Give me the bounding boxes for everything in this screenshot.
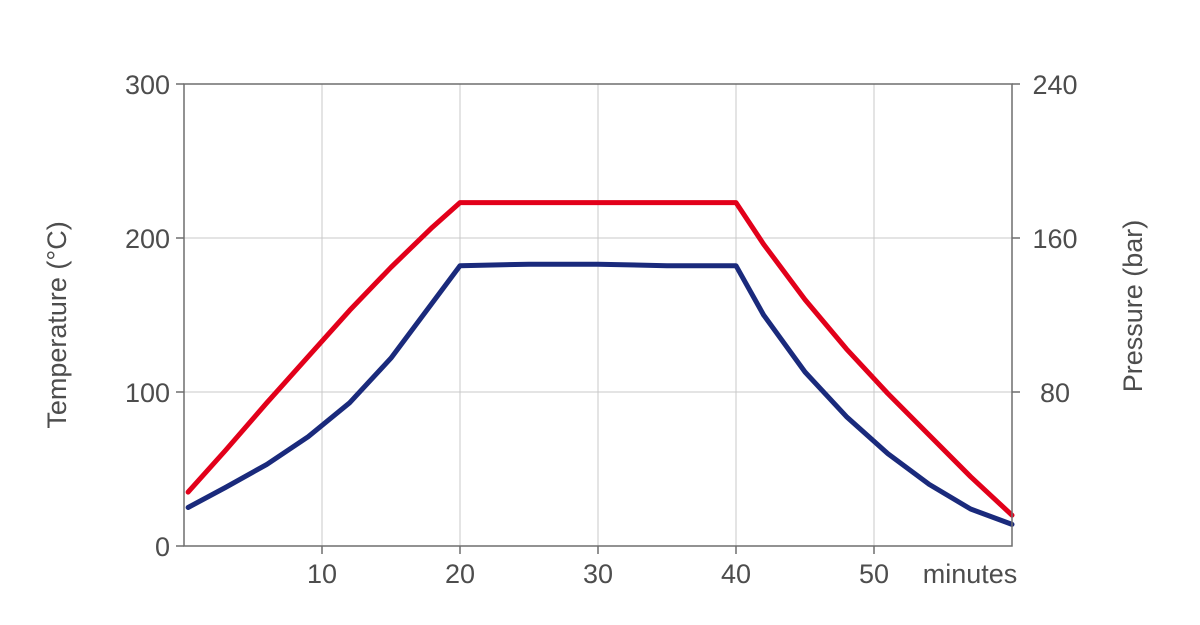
series-line-1 xyxy=(185,261,1015,527)
x-axis-ticks: 10 20 30 40 50 xyxy=(307,546,889,589)
x-tick-label-1: 20 xyxy=(445,559,475,589)
x-axis-title: minutes xyxy=(923,559,1018,589)
x-tick-label-2: 30 xyxy=(583,559,613,589)
grid xyxy=(184,84,1012,546)
y-axis-title: Temperature (°C) xyxy=(42,221,72,428)
left-tick-label-0: 0 xyxy=(155,532,170,562)
x-tick-label-0: 10 xyxy=(307,559,337,589)
series-layer xyxy=(185,200,1015,527)
left-tick-label-3: 300 xyxy=(125,70,170,100)
left-axis-ticks: 0 100 200 300 xyxy=(125,70,184,562)
series-line-0 xyxy=(185,200,1015,518)
x-tick-label-3: 40 xyxy=(721,559,751,589)
left-tick-label-1: 100 xyxy=(125,378,170,408)
right-tick-label-1: 160 xyxy=(1032,224,1077,254)
right-tick-label-0: 80 xyxy=(1040,378,1070,408)
right-tick-label-2: 240 xyxy=(1032,70,1077,100)
x-tick-label-4: 50 xyxy=(859,559,889,589)
right-axis-ticks: 80 160 240 xyxy=(1012,70,1078,408)
y2-axis-title: Pressure (bar) xyxy=(1118,220,1148,393)
left-tick-label-2: 200 xyxy=(125,224,170,254)
